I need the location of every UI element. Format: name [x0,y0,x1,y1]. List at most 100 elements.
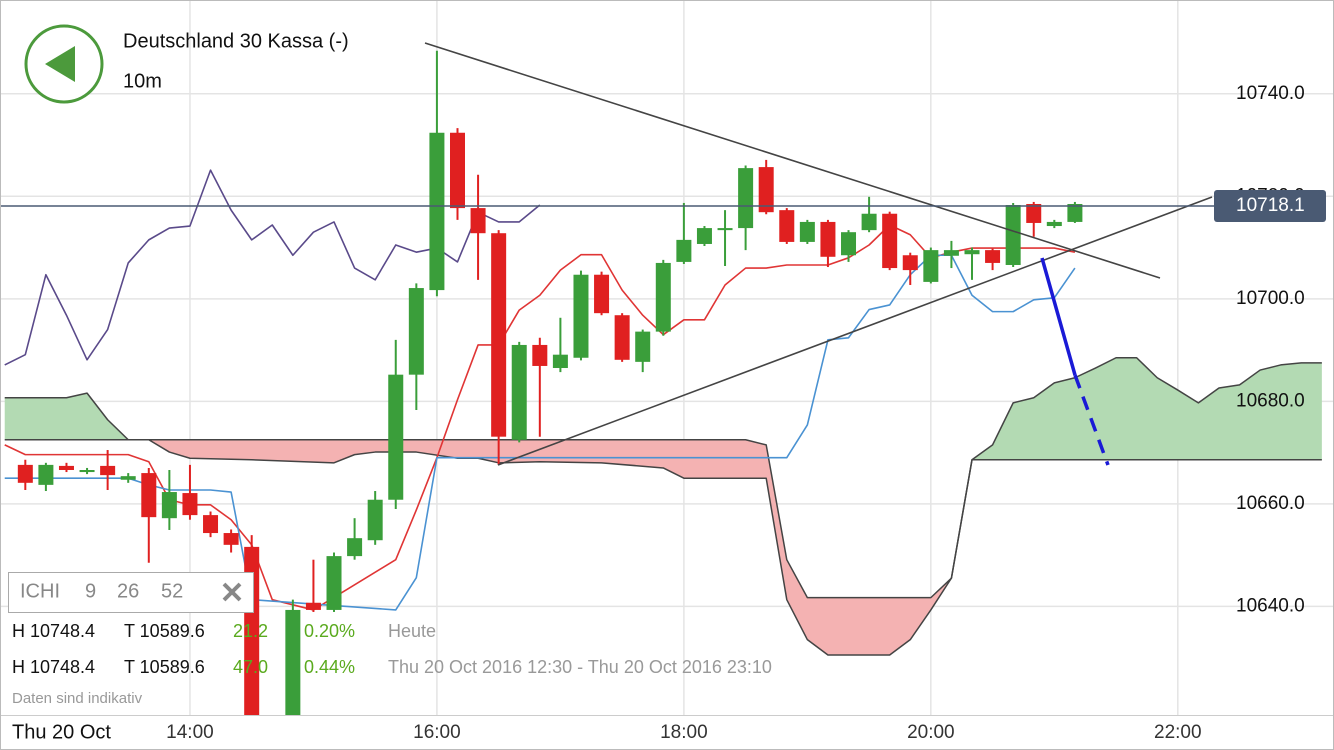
candle-body [655,262,671,332]
stat-high: H 10748.4 [12,657,95,677]
candle-body [161,492,177,519]
candle-body [635,331,651,362]
x-axis-strip [0,715,1334,750]
span-b-line [4,439,1322,599]
y-tick-label: 10660.0 [1236,493,1305,514]
candle-body [182,493,198,516]
trend-line [497,196,1213,466]
forecast-line [1040,257,1077,376]
indicator-lines [4,169,1076,611]
stat-low: T 10589.6 [124,657,205,677]
stat-period: Heute [388,621,436,641]
candle-body [943,250,959,256]
stat-change: 47.0 [233,657,268,677]
back-arrow[interactable] [45,46,75,82]
candle-body [738,168,754,229]
y-tick-label: 10740.0 [1236,83,1305,104]
indicator-line [4,254,1076,611]
candle-body [1046,221,1062,227]
stat-low: T 10589.6 [124,621,205,641]
candle-body [120,476,136,480]
candle-body [429,132,445,291]
indicator-name: ICHI [20,580,60,602]
candle-body [676,239,692,262]
cloud-fill [949,357,1322,582]
candle-body [717,228,733,231]
candle-body [902,255,918,271]
indicator-line [4,169,541,366]
candle-body [923,250,939,282]
chart-interval: 10m [123,70,162,92]
ichimoku-cloud [4,357,1322,656]
last-price-tag [1214,190,1326,223]
candle-body [758,167,774,213]
stat-change: 21.2 [233,621,268,641]
candle-body [223,533,239,545]
close-icon[interactable] [222,582,242,602]
x-tick-label: 14:00 [166,722,214,743]
candle-body [79,470,95,473]
stat-change-pct: 0.20% [304,621,355,641]
candle-body [285,609,301,715]
date-label-bg [1,716,131,749]
candle-body [449,132,465,209]
y-tick-label: 10640.0 [1236,595,1305,616]
candle-body [861,213,877,231]
candle-body [408,288,424,375]
candle-body [573,274,589,358]
candle-body [326,556,342,610]
remove-indicator[interactable] [222,582,242,602]
candle-body [841,232,857,256]
last-price-label: 10718.1 [1236,195,1305,216]
x-tick-label: 20:00 [907,722,955,743]
candle-body [100,465,116,476]
candle-body [552,354,568,369]
candle-body [347,538,363,557]
x-tick-label: 18:00 [660,722,708,743]
candle-body [58,465,74,471]
indicator-param: 52 [161,580,183,602]
candles [17,50,1083,715]
candle-body [799,221,815,242]
cloud-fill [4,393,149,440]
candle-body [594,274,610,314]
candle-body [532,344,548,366]
candle-body [38,464,54,485]
candle-body [203,515,219,534]
indicator-box[interactable]: ICHI 9 26 52 [8,572,254,613]
candle-body [820,221,836,257]
y-tick-label: 10680.0 [1236,390,1305,411]
axes: 10640.010660.010680.010700.010720.010740… [1,83,1326,749]
candle-body [1005,205,1021,265]
candle-body [17,464,33,483]
chart-title: Deutschland 30 Kassa (-) [123,30,349,52]
candle-body [1026,203,1042,223]
stat-period: Thu 20 Oct 2016 12:30 - Thu 20 Oct 2016 … [388,657,772,677]
date-label: Thu 20 Oct [12,721,111,743]
disclaimer: Daten sind indikativ [12,690,143,707]
indicator-param: 26 [117,580,139,602]
candle-body [696,228,712,244]
x-tick-label: 16:00 [413,722,461,743]
x-tick-label: 22:00 [1154,722,1202,743]
candle-body [470,208,486,234]
forecast-line [1073,374,1110,466]
candle-body [985,250,1001,263]
candle-body [779,210,795,242]
candle-body [141,473,157,518]
stat-change-pct: 0.44% [304,657,355,677]
back-button[interactable] [24,24,104,104]
candle-body [614,315,630,360]
indicator-line [4,224,1076,611]
candle-body [882,213,898,269]
trend-line [424,42,1161,279]
y-tick-label: 10700.0 [1236,288,1305,309]
candle-body [305,602,321,610]
span-a-line [4,357,1322,656]
candle-body [1067,203,1083,222]
candle-body [388,374,404,500]
indicator-param: 9 [85,580,96,602]
